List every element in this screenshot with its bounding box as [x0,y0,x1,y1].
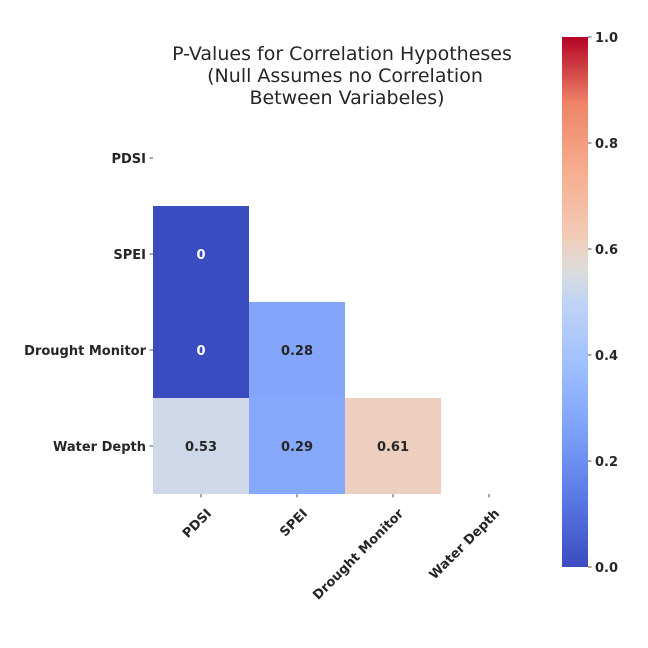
heatmap-cell-r3-c1 [249,398,345,494]
cell-value-label: 0.29 [281,440,313,455]
y-tick-label: PDSI [111,152,146,167]
title-line-2: (Null Assumes no Correlation [201,65,483,87]
heatmap-cell-labels: 0 0 0.28 0.53 0.29 0.61 [185,248,409,455]
heatmap-cell-r2-c1 [249,302,345,398]
title-line-1: P-Values for Correlation Hypotheses [172,43,512,65]
colorbar-tick-label: 0.6 [595,243,618,258]
cell-value-label: 0.53 [185,440,217,455]
cell-value-label: 0.61 [377,440,409,455]
heatmap-cell-r3-c2 [345,398,441,494]
colorbar-tick-label: 0.4 [595,349,618,364]
colorbar-tick-label: 1.0 [595,31,618,46]
colorbar-gradient [562,37,588,567]
heatmap-cell-r3-c0 [153,398,249,494]
colorbar [562,37,588,567]
colorbar-ticks: 0.0 0.2 0.4 0.6 0.8 1.0 [588,31,618,576]
cell-value-label: 0 [196,344,205,359]
y-tick-label: Drought Monitor [24,344,146,359]
colorbar-tick-label: 0.2 [595,455,618,470]
y-axis-ticks: PDSI SPEI Drought Monitor Water Depth [24,152,153,455]
chart-title: P-Values for Correlation Hypotheses (Nul… [172,43,512,109]
x-tick-label: SPEI [277,506,311,540]
x-tick-label: PDSI [180,506,215,541]
colorbar-tick-label: 0.8 [595,137,618,152]
cell-value-label: 0 [196,248,205,263]
colorbar-tick-label: 0.0 [595,561,618,576]
title-line-3: Between Variabeles) [249,87,444,109]
y-tick-label: Water Depth [53,440,146,455]
x-tick-label: Water Depth [427,506,503,582]
y-tick-label: SPEI [113,248,146,263]
x-axis-ticks: PDSI SPEI Drought Monitor Water Depth [180,494,503,603]
heatmap-cell-r1-c0 [153,206,249,302]
heatmap-cells [153,206,441,494]
cell-value-label: 0.28 [281,344,313,359]
x-tick-label: Drought Monitor [310,506,407,603]
heatmap-cell-r2-c0 [153,302,249,398]
